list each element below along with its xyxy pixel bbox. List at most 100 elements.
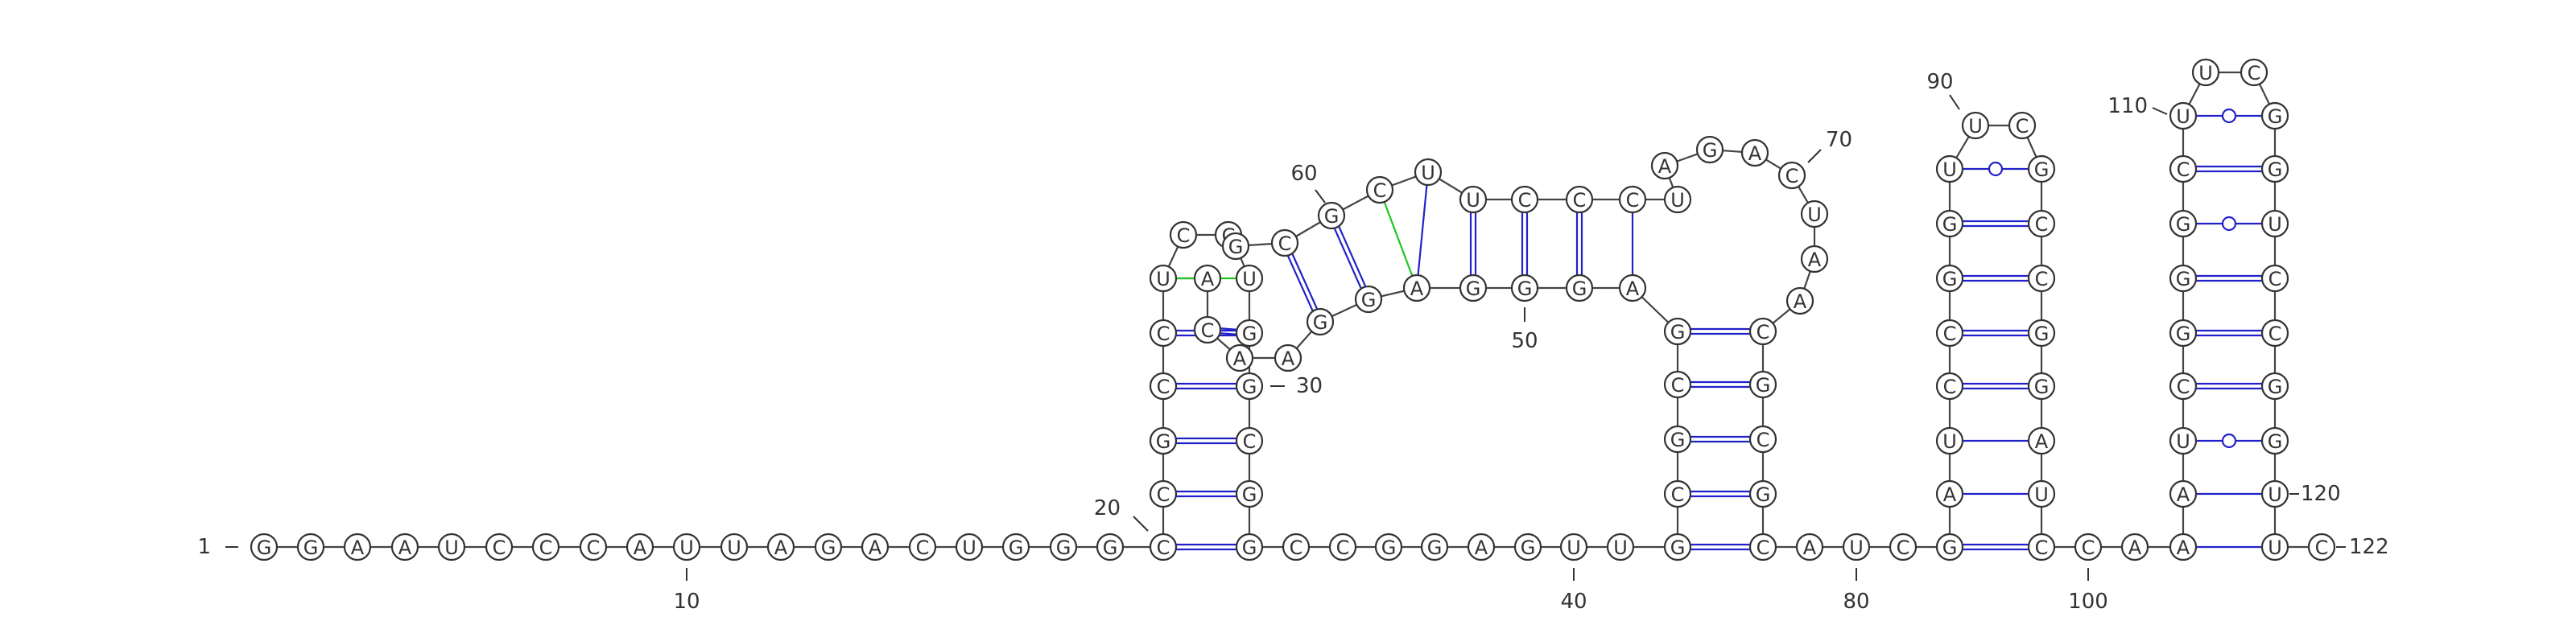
base-pair-canonical [1286, 254, 1314, 312]
backbone-strand-inner [1206, 278, 1679, 547]
base-pair-noncanonical [1383, 200, 1414, 278]
nucleotide: G [1510, 273, 1539, 302]
nucleotide-circle [1317, 201, 1346, 230]
nucleotide: U [2260, 479, 2289, 508]
nucleotide-letter: C [1336, 537, 1350, 559]
position-label: 100 [2068, 590, 2108, 614]
nucleotide: C [2260, 264, 2289, 293]
nucleotide: G [2260, 372, 2289, 401]
position-label: 20 [1094, 496, 1121, 520]
nucleotide-circle [2027, 209, 2056, 238]
nucleotide-letter: G [1703, 139, 1718, 162]
nucleotide-letter: U [2198, 62, 2213, 84]
nucleotide-circle [1001, 533, 1030, 561]
nucleotide-circle [1459, 185, 1488, 214]
nucleotide-circle [1800, 199, 1829, 228]
nucleotide-circle [1935, 154, 1964, 183]
nucleotide-circle [1935, 209, 1964, 238]
nucleotide-circle [1221, 232, 1250, 261]
nucleotide-letter: A [351, 537, 365, 559]
nucleotide: A [390, 533, 419, 561]
nucleotide-letter: C [1943, 376, 1957, 398]
nucleotide: G [1459, 273, 1488, 302]
nucleotide-letter: A [1626, 278, 1640, 300]
nucleotide-letter: C [2177, 376, 2190, 398]
nucleotide-letter: U [1466, 189, 1480, 212]
nucleotide-letter: G [2176, 213, 2191, 236]
nucleotide: G [1001, 533, 1030, 561]
nucleotide-letter: C [1757, 429, 1770, 451]
nucleotide: U [1149, 264, 1178, 293]
nucleotide: C [2074, 533, 2103, 561]
nucleotide: C [1510, 185, 1539, 214]
nucleotide-circle [1365, 175, 1394, 204]
nucleotide-circle [531, 533, 560, 561]
position-label: 90 [1926, 70, 1953, 94]
base-pair-canonical [1219, 332, 1237, 335]
nucleotide: U [437, 533, 466, 561]
nucleotide-circle [296, 533, 325, 561]
nucleotide-letter: C [1157, 483, 1170, 506]
nucleotide-letter: A [1282, 348, 1295, 370]
nucleotide-circle [2240, 58, 2268, 87]
nucleotide-letter: G [1156, 430, 1171, 453]
nucleotide-circle [1354, 285, 1383, 314]
nucleotide: A [1935, 479, 1964, 508]
nucleotide-circle [1618, 185, 1647, 214]
nucleotide-letter: G [1242, 323, 1257, 345]
nucleotide: C [1748, 425, 1777, 454]
nucleotide: A [1795, 533, 1824, 561]
nucleotide-circle [1149, 479, 1178, 508]
nucleotide-circle [1149, 372, 1178, 401]
nucleotide-letter: C [1943, 323, 1957, 345]
nucleotide-circle [343, 533, 372, 561]
nucleotide-letter: A [634, 537, 647, 559]
backbone [264, 71, 2322, 549]
nucleotide-circle [1777, 161, 1806, 190]
nucleotide-letter: G [1009, 537, 1024, 559]
nucleotide-circle [1961, 111, 1990, 140]
nucleotide-circle [1663, 317, 1692, 346]
position-label: 110 [2107, 94, 2148, 118]
nucleotide-letter: G [303, 537, 319, 559]
nucleotide: U [672, 533, 701, 561]
nucleotide: U [2260, 209, 2289, 238]
nucleotide-circle [955, 533, 984, 561]
nucleotide: A [1225, 343, 1254, 372]
nucleotide: A [1467, 533, 1496, 561]
nucleotides: GGAAUCCCAUUAGACUGGGCCGCCUCCACUGGCGGGAAGG… [250, 58, 2336, 561]
nucleotide: G [2169, 209, 2198, 238]
nucleotide: C [531, 533, 560, 561]
nucleotide: G [1221, 232, 1250, 261]
nucleotide-letter: A [1808, 249, 1822, 271]
nucleotide-letter: G [1517, 278, 1533, 300]
nucleotide: C [1777, 161, 1806, 190]
nucleotide: C [2027, 533, 2056, 561]
nucleotide-letter: C [1290, 537, 1303, 559]
nucleotide-letter: U [1968, 115, 1983, 138]
nucleotide-circle [1935, 479, 1964, 508]
nucleotide-letter: A [1475, 537, 1488, 559]
nucleotide-circle [1149, 426, 1178, 455]
nucleotide-letter: U [962, 537, 976, 559]
nucleotide: U [1606, 533, 1635, 561]
nucleotide: C [1663, 479, 1692, 508]
nucleotide: U [720, 533, 749, 561]
nucleotide-letter: U [2176, 430, 2190, 453]
nucleotide: A [1785, 286, 1814, 315]
nucleotide-letter: G [1521, 537, 1536, 559]
nucleotide-circle [1663, 533, 1692, 561]
nucleotide-circle [1235, 372, 1264, 401]
nucleotide-circle [2169, 479, 2198, 508]
nucleotide: G [296, 533, 325, 561]
nucleotide-letter: C [1671, 374, 1685, 397]
nucleotide-letter: C [1626, 189, 1640, 212]
nucleotide: C [2008, 111, 2037, 140]
nucleotide-circle [1235, 533, 1264, 561]
nucleotide-circle [1935, 372, 1964, 401]
nucleotide-circle [1225, 343, 1254, 372]
nucleotide-letter: C [1373, 179, 1387, 202]
nucleotide-circle [1748, 317, 1777, 346]
nucleotide-circle [1748, 479, 1777, 508]
nucleotide-letter: U [2176, 105, 2190, 128]
